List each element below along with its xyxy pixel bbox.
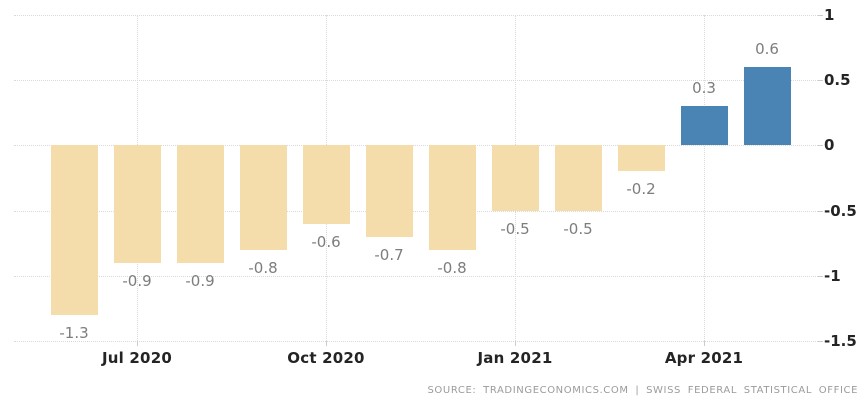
bar-positive	[743, 67, 791, 146]
bar-value-label: -0.6	[311, 232, 341, 251]
y-axis-tick	[818, 275, 823, 277]
bar-value-label: -0.8	[248, 258, 278, 277]
bar-value-label: -0.5	[500, 219, 530, 238]
x-axis-tick	[515, 341, 516, 346]
gridline-vertical	[704, 15, 705, 341]
bar-value-label: -0.9	[185, 271, 215, 290]
bar-negative	[50, 145, 98, 315]
bar-negative	[302, 145, 350, 224]
bar-positive	[680, 106, 728, 146]
gridline-horizontal	[14, 15, 818, 16]
y-axis-tick	[818, 210, 823, 212]
bar-value-label: -0.9	[122, 271, 152, 290]
bar-negative	[554, 145, 602, 211]
bar-value-label: 0.3	[692, 79, 716, 98]
gridline-horizontal	[14, 210, 818, 212]
y-axis-label: 0	[824, 136, 835, 155]
bar-negative	[365, 145, 413, 237]
y-axis-label: -1.5	[824, 332, 857, 350]
gridline-horizontal	[14, 341, 818, 342]
bar-negative	[617, 145, 665, 172]
x-axis-tick	[704, 341, 705, 346]
bar-value-label: -0.8	[437, 258, 467, 277]
bar-value-label: 0.6	[755, 40, 779, 59]
gridline-horizontal	[14, 145, 818, 147]
x-axis-tick	[326, 341, 327, 346]
y-axis-label: -0.5	[824, 201, 857, 220]
bar-value-label: -0.7	[374, 245, 404, 264]
bar-negative	[239, 145, 287, 250]
y-axis-label: -1	[824, 266, 841, 285]
x-axis-label: Jul 2020	[102, 349, 172, 367]
bar-value-label: -0.2	[626, 180, 656, 199]
gridline-horizontal	[14, 275, 818, 277]
x-axis-tick	[137, 341, 138, 346]
bar-negative	[113, 145, 161, 263]
y-axis-label: 0.5	[824, 71, 851, 90]
bar-negative	[428, 145, 476, 250]
y-axis-label: 1	[824, 6, 835, 24]
y-axis-tick	[818, 15, 823, 16]
bar-negative	[491, 145, 539, 211]
bar-value-label: -0.5	[563, 219, 593, 238]
x-axis-label: Apr 2021	[664, 349, 744, 367]
bar-negative	[176, 145, 224, 263]
y-axis-tick	[818, 341, 823, 342]
bar-value-label: -1.3	[59, 323, 89, 342]
source-attribution: SOURCE: TRADINGECONOMICS.COM | SWISS FED…	[427, 385, 858, 396]
x-axis-label: Jan 2021	[477, 349, 553, 367]
gridline-horizontal	[14, 80, 818, 82]
y-axis-tick	[818, 145, 823, 147]
x-axis-label: Oct 2020	[287, 349, 365, 367]
y-axis-tick	[818, 80, 823, 82]
